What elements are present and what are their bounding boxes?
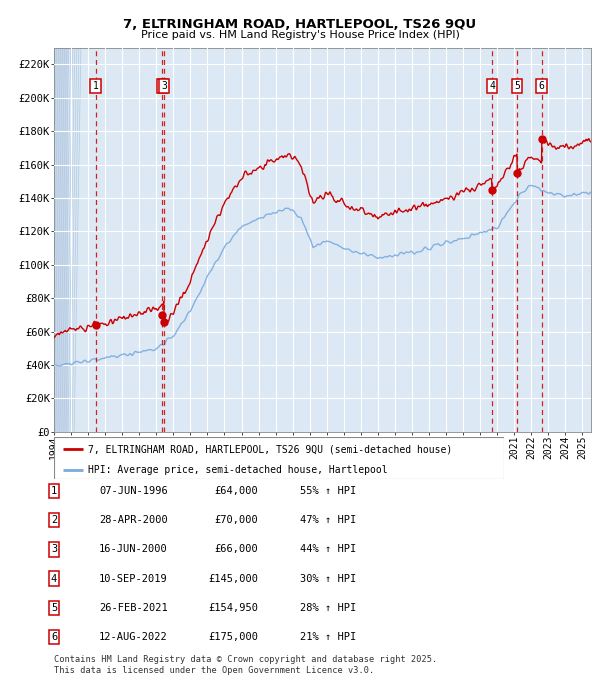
Text: £145,000: £145,000 (208, 574, 258, 583)
Text: 4: 4 (489, 81, 495, 91)
Text: Contains HM Land Registry data © Crown copyright and database right 2025.
This d: Contains HM Land Registry data © Crown c… (54, 655, 437, 675)
Text: 12-AUG-2022: 12-AUG-2022 (99, 632, 168, 642)
Text: 6: 6 (51, 632, 57, 642)
Text: 07-JUN-1996: 07-JUN-1996 (99, 486, 168, 496)
Text: 44% ↑ HPI: 44% ↑ HPI (300, 545, 356, 554)
Text: 5: 5 (51, 603, 57, 613)
Text: £66,000: £66,000 (214, 545, 258, 554)
Text: 2: 2 (159, 81, 165, 91)
Text: 1: 1 (92, 81, 98, 91)
Text: £70,000: £70,000 (214, 515, 258, 525)
Text: 3: 3 (51, 545, 57, 554)
Text: 28% ↑ HPI: 28% ↑ HPI (300, 603, 356, 613)
Text: £154,950: £154,950 (208, 603, 258, 613)
Text: 4: 4 (51, 574, 57, 583)
Text: 10-SEP-2019: 10-SEP-2019 (99, 574, 168, 583)
Text: 5: 5 (514, 81, 520, 91)
Text: HPI: Average price, semi-detached house, Hartlepool: HPI: Average price, semi-detached house,… (88, 465, 388, 475)
Text: £64,000: £64,000 (214, 486, 258, 496)
Text: 26-FEB-2021: 26-FEB-2021 (99, 603, 168, 613)
Text: 1: 1 (51, 486, 57, 496)
Text: 47% ↑ HPI: 47% ↑ HPI (300, 515, 356, 525)
Text: 2: 2 (51, 515, 57, 525)
Text: 28-APR-2000: 28-APR-2000 (99, 515, 168, 525)
Text: 21% ↑ HPI: 21% ↑ HPI (300, 632, 356, 642)
Text: 7, ELTRINGHAM ROAD, HARTLEPOOL, TS26 9QU: 7, ELTRINGHAM ROAD, HARTLEPOOL, TS26 9QU (124, 18, 476, 31)
Text: 3: 3 (161, 81, 167, 91)
Text: 7, ELTRINGHAM ROAD, HARTLEPOOL, TS26 9QU (semi-detached house): 7, ELTRINGHAM ROAD, HARTLEPOOL, TS26 9QU… (88, 444, 452, 454)
Text: 16-JUN-2000: 16-JUN-2000 (99, 545, 168, 554)
Text: 6: 6 (539, 81, 545, 91)
Text: 30% ↑ HPI: 30% ↑ HPI (300, 574, 356, 583)
Bar (54, 48, 67, 432)
Text: 55% ↑ HPI: 55% ↑ HPI (300, 486, 356, 496)
Text: Price paid vs. HM Land Registry's House Price Index (HPI): Price paid vs. HM Land Registry's House … (140, 31, 460, 40)
Text: £175,000: £175,000 (208, 632, 258, 642)
